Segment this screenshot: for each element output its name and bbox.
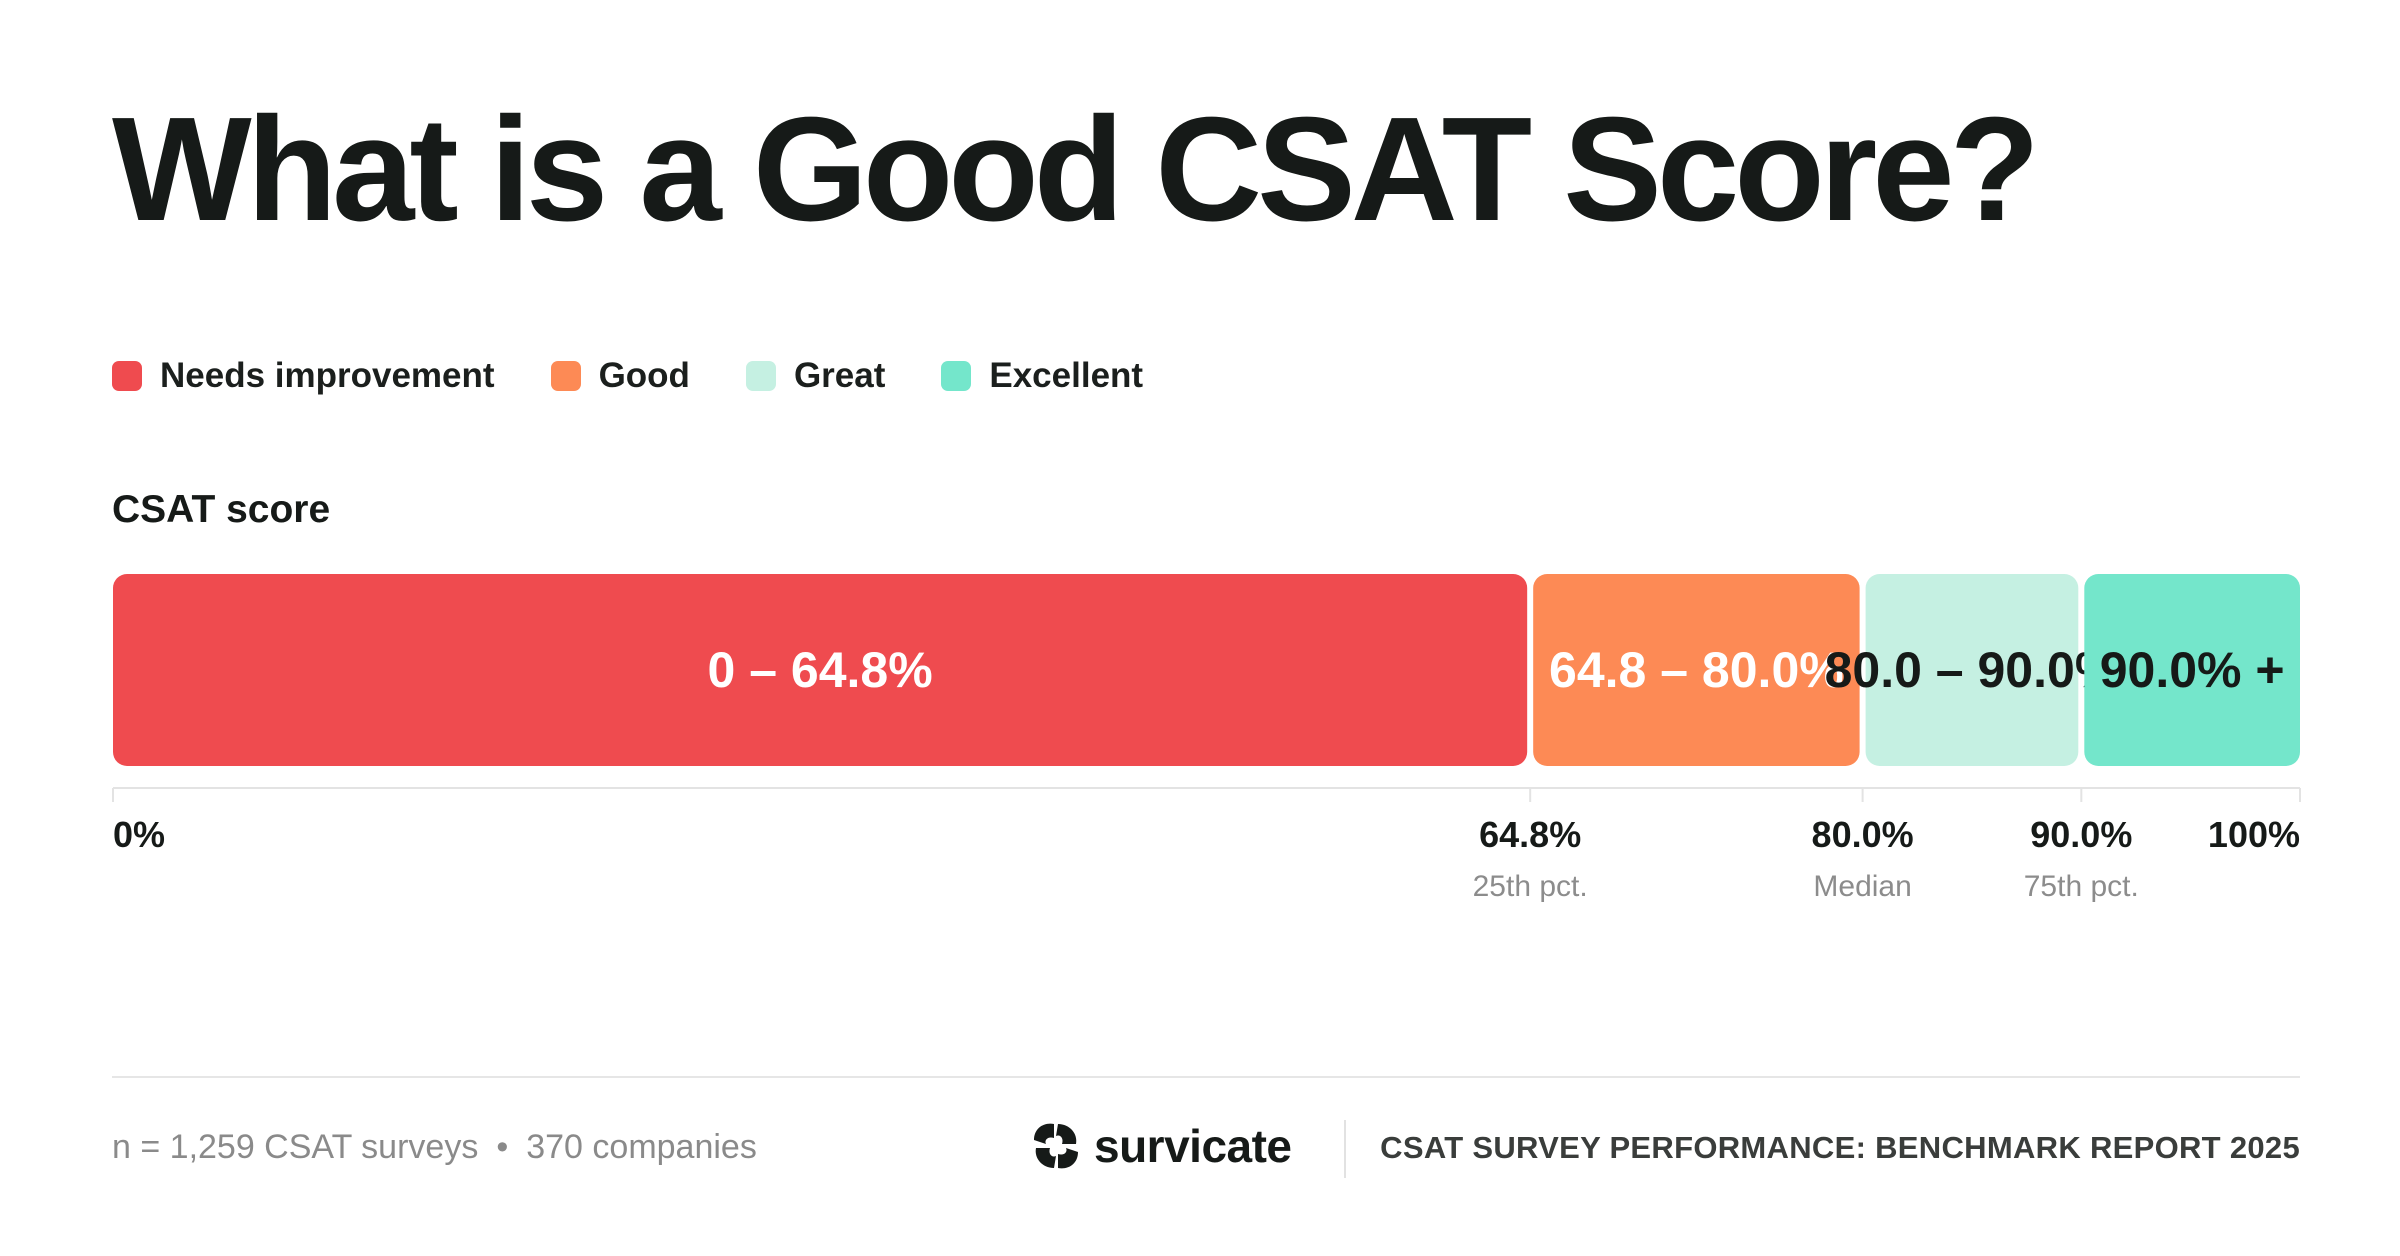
tick-sublabel: Median — [1813, 870, 1911, 903]
segment-label: 80.0 – 90.0% — [1825, 642, 2120, 698]
page-title: What is a Good CSAT Score? — [112, 87, 2040, 252]
footer-divider-line — [112, 1076, 2300, 1078]
legend-swatch — [941, 361, 972, 391]
footer-vertical-divider — [1344, 1120, 1346, 1178]
tick-label: 90.0% — [2030, 814, 2132, 855]
tick-label: 0% — [113, 814, 165, 855]
tick-sublabel: 25th pct. — [1473, 870, 1588, 903]
chart-legend: Needs improvement Good Great Excellent — [112, 356, 1199, 396]
company-count: 370 companies — [526, 1128, 757, 1166]
sample-info: n = 1,259 CSAT surveys • 370 companies — [112, 1128, 757, 1167]
tick-sublabel: 75th pct. — [2024, 870, 2139, 903]
segment-label: 0 – 64.8% — [708, 642, 933, 698]
legend-item-great: Great — [745, 356, 886, 396]
legend-swatch — [550, 361, 581, 391]
sample-size: n = 1,259 CSAT surveys — [112, 1128, 479, 1166]
legend-label: Needs improvement — [160, 356, 495, 395]
brand: survicate — [1028, 1118, 1292, 1174]
legend-item-needs-improvement: Needs improvement — [112, 356, 495, 396]
segment-label: 64.8 – 80.0% — [1549, 642, 1844, 698]
brand-name: survicate — [1094, 1120, 1292, 1172]
tick-label: 80.0% — [1812, 814, 1914, 855]
legend-label: Good — [598, 356, 690, 395]
bar-segment-good — [1533, 574, 1860, 766]
segment-label: 90.0% + — [2100, 642, 2285, 698]
legend-item-excellent: Excellent — [941, 356, 1143, 396]
bar-segment-great — [1865, 574, 2079, 766]
legend-item-good: Good — [550, 356, 690, 396]
bar-segment-excellent — [2084, 574, 2300, 766]
legend-label: Excellent — [989, 356, 1144, 395]
report-title: CSAT SURVEY PERFORMANCE: BENCHMARK REPOR… — [1380, 1130, 2300, 1165]
chart-axis-title: CSAT score — [112, 488, 331, 531]
survicate-logo-icon — [1034, 1123, 1078, 1169]
legend-label: Great — [793, 356, 886, 395]
bar-segment-needs-improvement — [113, 574, 1528, 766]
tick-label: 64.8% — [1479, 814, 1581, 855]
tick-label: 100% — [2208, 814, 2300, 855]
legend-swatch — [112, 361, 142, 391]
legend-swatch — [745, 361, 776, 391]
separator-dot: • — [496, 1128, 509, 1166]
csat-range-chart: 0 – 64.8% 64.8 – 80.0%80.0 – 90.0%90.0% +… — [112, 574, 2301, 903]
